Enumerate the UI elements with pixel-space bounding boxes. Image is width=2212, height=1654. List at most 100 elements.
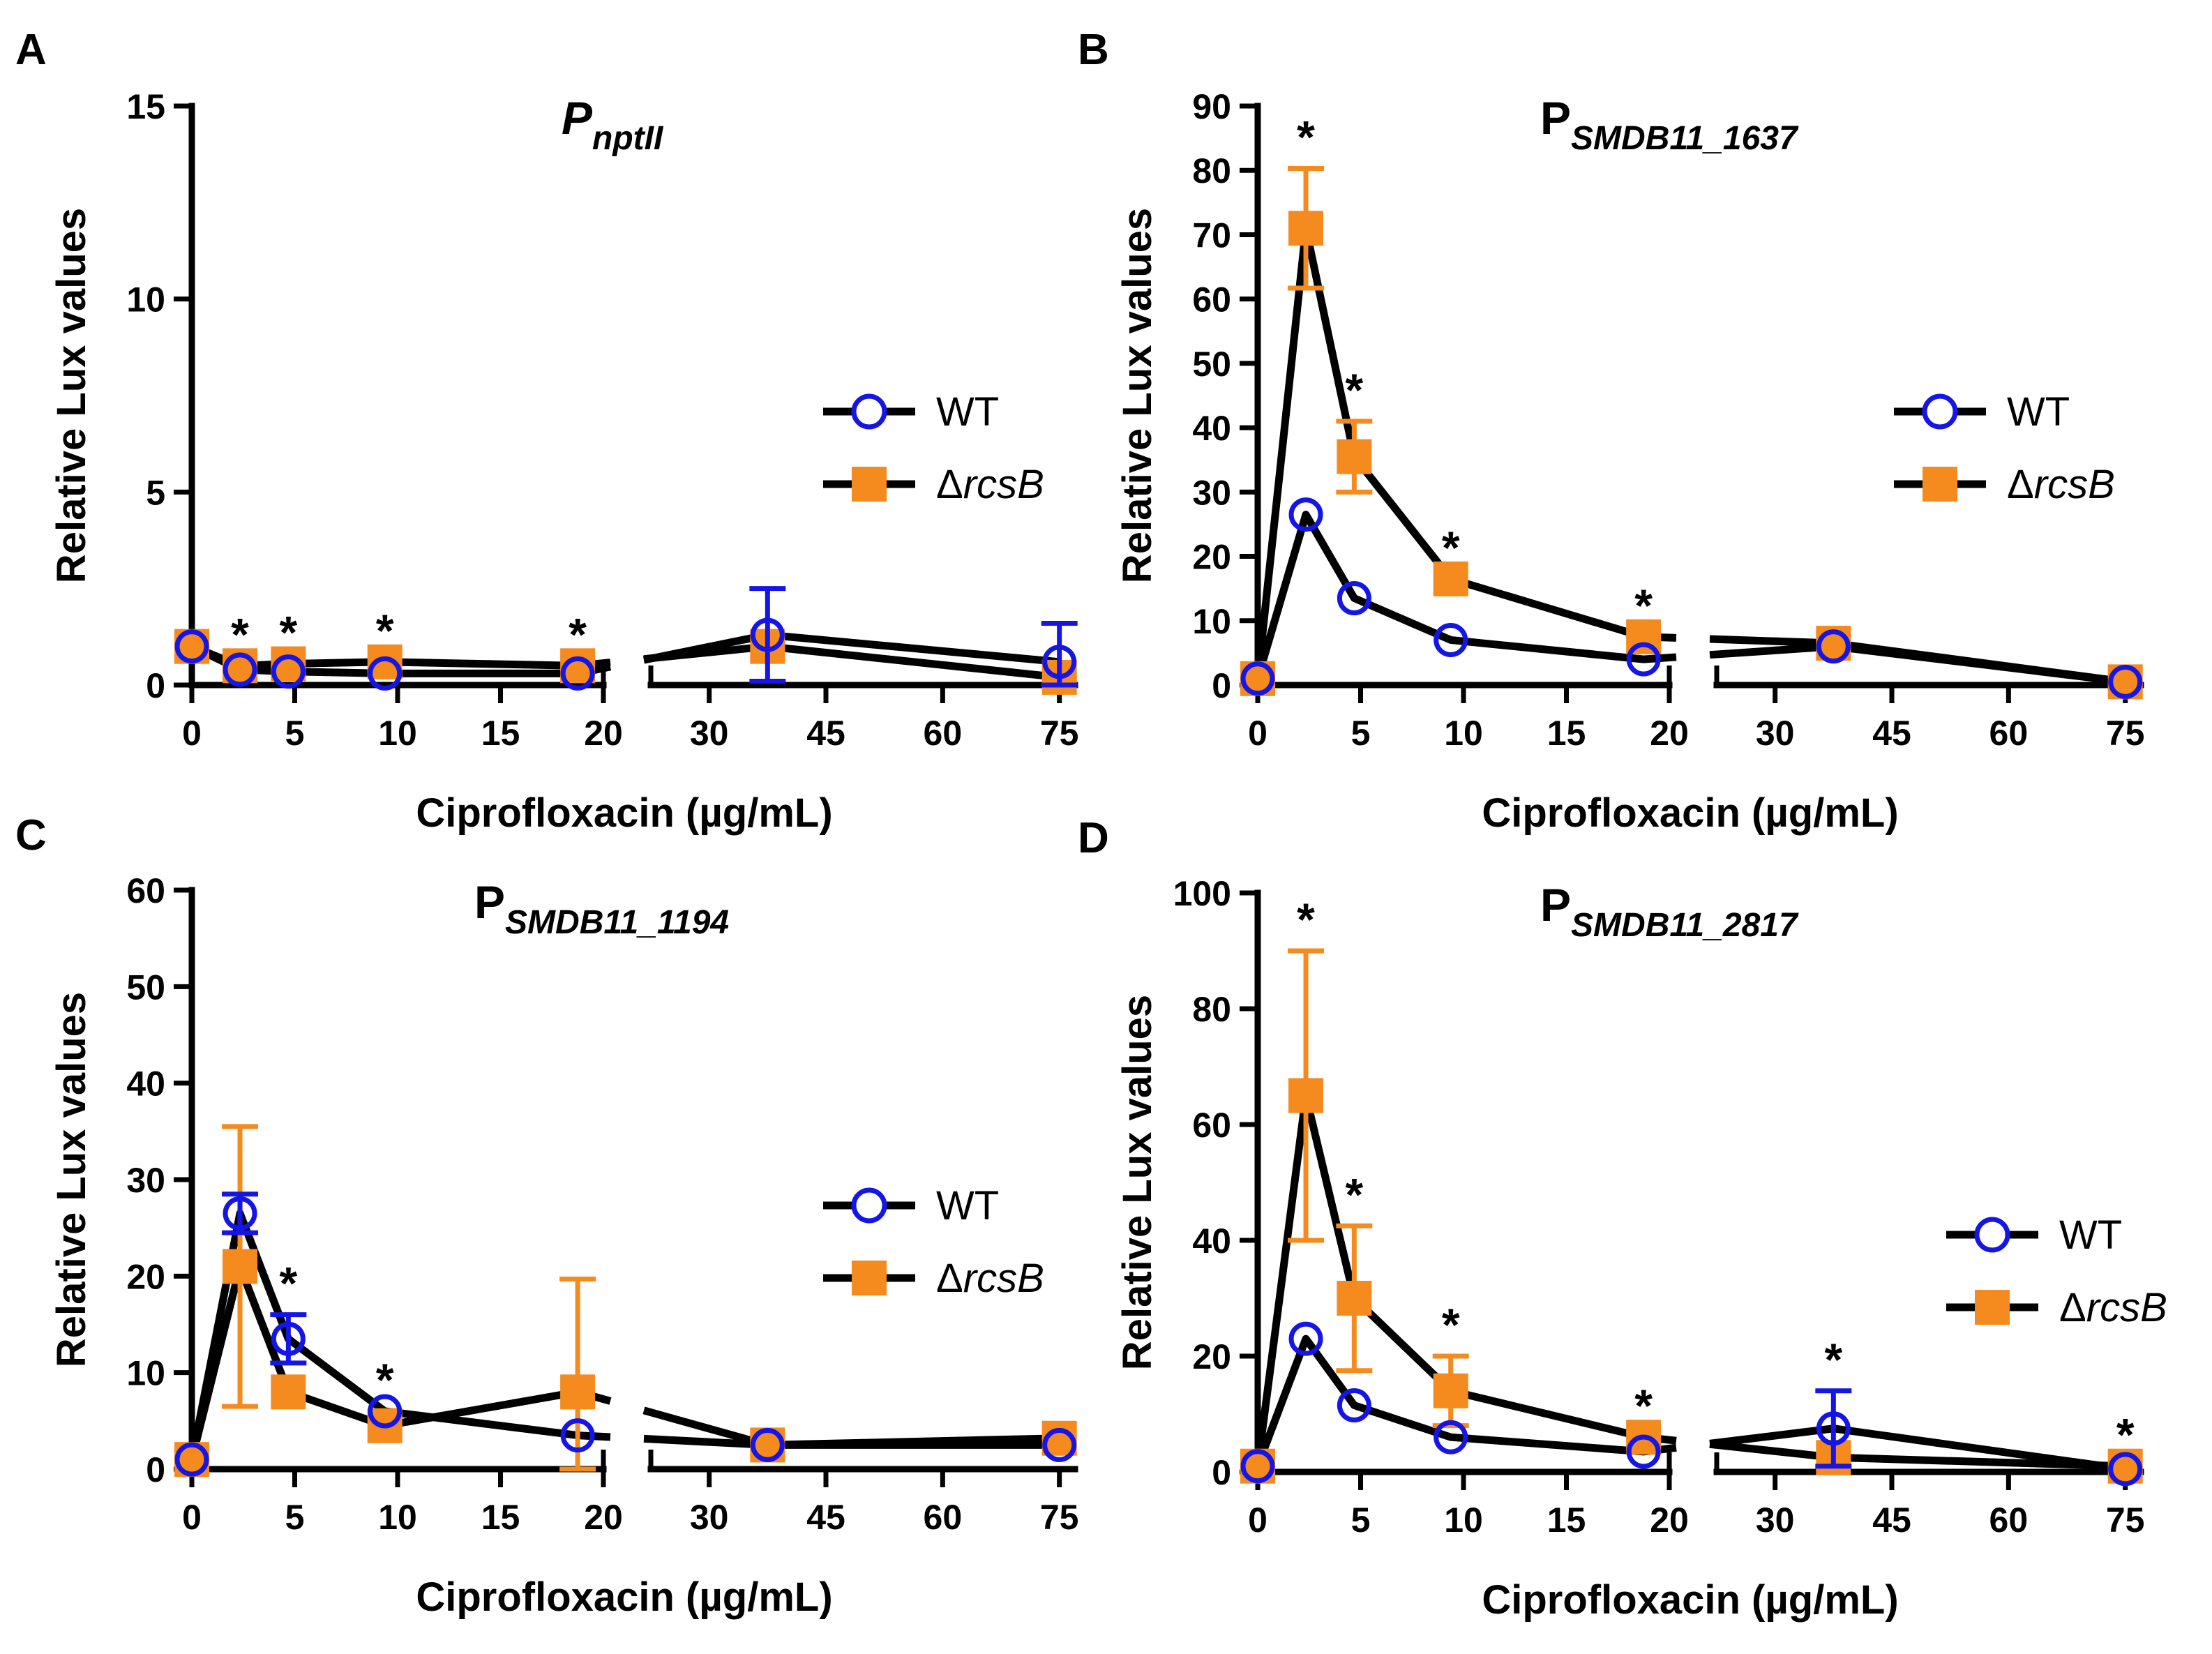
y-tick-label: 50 [126, 968, 165, 1007]
legend-rcsb-marker [1923, 467, 1957, 502]
significance-asterisk: * [1634, 1380, 1653, 1431]
significance-asterisk: * [1824, 1334, 1842, 1385]
legend-label: ΔrcsB [936, 462, 1044, 507]
y-tick-label: 30 [1192, 473, 1231, 512]
x-tick-label: 45 [806, 714, 845, 753]
wt-marker [1626, 642, 1661, 677]
legend-rcsb-marker [852, 467, 887, 502]
x-tick-label: 60 [924, 1498, 963, 1537]
legend-wt-marker [1922, 393, 1958, 430]
y-tick-label: 40 [1192, 1221, 1231, 1261]
x-tick-label: 10 [1444, 714, 1483, 753]
x-tick-label: 0 [182, 714, 202, 753]
significance-asterisk: * [231, 608, 249, 660]
legend-label: ΔrcsB [2059, 1285, 2167, 1330]
wt-marker [368, 1394, 402, 1429]
wt-marker [2108, 1452, 2143, 1487]
wt-marker [1626, 1434, 1661, 1469]
title-subscript: SMDB11_2817 [1571, 907, 1799, 944]
wt-marker [174, 1442, 209, 1477]
significance-asterisk: * [280, 607, 298, 659]
rcsb-marker [1433, 1373, 1468, 1408]
y-tick-label: 40 [126, 1065, 165, 1104]
x-tick-label: 45 [806, 1498, 845, 1537]
y-tick-label: 40 [1192, 409, 1231, 448]
x-tick-label: 15 [1547, 1501, 1586, 1540]
legend-rcsb-marker [1975, 1290, 2010, 1325]
panel-letter: A [15, 26, 47, 74]
significance-asterisk: * [1346, 1168, 1364, 1220]
x-tick-label: 30 [690, 1498, 729, 1537]
rcsb-marker [1288, 1078, 1324, 1113]
x-tick-label: 5 [285, 1498, 305, 1537]
wt-marker [1288, 497, 1323, 532]
wt-marker [560, 1418, 595, 1453]
legend: WT ΔrcsB [823, 389, 1044, 507]
title-subscript: nptII [592, 120, 664, 157]
x-tick-label: 45 [1872, 714, 1911, 753]
wt-marker [174, 629, 209, 664]
x-axis-label: Ciprofloxacin (µg/mL) [1482, 790, 1898, 836]
wt-marker [1337, 581, 1371, 615]
chart-title: PSMDB11_1194 [474, 876, 729, 941]
chart-title: PnptII [562, 92, 664, 157]
x-tick-label: 60 [1989, 714, 2029, 753]
series-line-wt [1254, 511, 1677, 680]
series-line-rcsb [643, 642, 1060, 682]
x-tick-label: 45 [1872, 1501, 1911, 1540]
rcsb-marker [1288, 211, 1324, 246]
x-tick-label: 0 [1248, 714, 1267, 753]
wt-marker [750, 617, 785, 652]
x-tick-label: 75 [2106, 714, 2145, 753]
wt-marker [1240, 1449, 1275, 1484]
x-tick-label: 30 [1756, 1501, 1795, 1540]
y-tick-label: 0 [146, 666, 165, 705]
y-tick-label: 0 [146, 1450, 165, 1489]
y-tick-label: 60 [126, 871, 165, 910]
significance-asterisk: * [2116, 1409, 2135, 1461]
significance-asterisk: * [280, 1258, 298, 1309]
significance-asterisk: * [1346, 364, 1364, 416]
y-axis-label: Relative Lux values [49, 992, 94, 1367]
x-tick-label: 75 [1040, 714, 1079, 753]
title-main: P [562, 92, 593, 144]
y-tick-label: 15 [126, 87, 165, 126]
x-tick-label: 30 [690, 714, 729, 753]
x-tick-label: 0 [1248, 1501, 1267, 1540]
title-main: P [1540, 879, 1571, 931]
legend-label: ΔrcsB [936, 1256, 1044, 1301]
y-tick-label: 10 [1192, 602, 1231, 641]
legend-gene: rcsB [963, 1256, 1044, 1301]
wt-marker [223, 1196, 257, 1231]
legend-label: WT [936, 1183, 999, 1228]
y-tick-label: 90 [1192, 87, 1231, 126]
y-tick-label: 60 [1192, 1106, 1231, 1145]
panel-A: A PnptII 0 5 10 15 0 5 10 15 20 30 45 60 75 Ciprofloxac… [15, 26, 1079, 836]
panel-letter: D [1078, 814, 1109, 862]
chart-title: PSMDB11_2817 [1540, 879, 1799, 944]
legend-rcsb-marker [852, 1261, 887, 1295]
legend-delta: Δ [2007, 462, 2034, 507]
wt-marker [750, 1427, 785, 1462]
y-tick-label: 70 [1192, 216, 1231, 255]
y-axis-label: Relative Lux values [1115, 208, 1160, 583]
significance-asterisk: * [1442, 522, 1460, 573]
x-tick-label: 60 [924, 714, 963, 753]
chart-title: PSMDB11_1637 [1540, 92, 1799, 157]
x-tick-label: 10 [1444, 1501, 1483, 1540]
panel-B: B PSMDB11_1637 0 10 20 30 40 50 60 70 80 90 0 5 10 15 20… [1078, 26, 2145, 836]
title-main: P [1540, 92, 1571, 144]
y-tick-label: 100 [1173, 874, 1231, 913]
x-tick-label: 60 [1989, 1501, 2029, 1540]
wt-marker [1337, 1388, 1371, 1423]
x-tick-label: 20 [1650, 1501, 1689, 1540]
significance-asterisk: * [1297, 894, 1315, 945]
title-main: P [474, 876, 505, 928]
title-subscript: SMDB11_1194 [505, 904, 729, 941]
title-subscript: SMDB11_1637 [1571, 120, 1799, 157]
y-tick-label: 20 [126, 1257, 165, 1296]
wt-marker [1434, 1420, 1468, 1454]
legend-wt-marker [1974, 1217, 2010, 1253]
wt-marker [1816, 1411, 1851, 1446]
